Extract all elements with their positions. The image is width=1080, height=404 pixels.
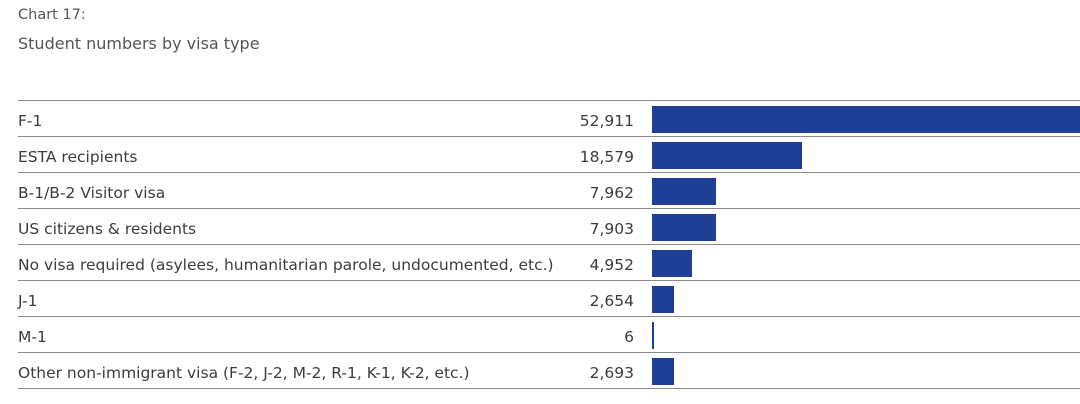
bar	[652, 250, 693, 277]
bar	[652, 322, 654, 349]
value-label: 52,911	[579, 112, 634, 130]
chart-row: M-1 6	[18, 317, 1080, 353]
category-label: J-1	[18, 292, 38, 310]
chart-row: Other non-immigrant visa (F-2, J-2, M-2,…	[18, 353, 1080, 389]
bar	[652, 178, 717, 205]
value-label: 4,952	[589, 256, 634, 274]
value-label: 2,693	[589, 364, 634, 382]
bar	[652, 142, 803, 169]
chart-row: F-1 52,911	[18, 101, 1080, 137]
bar	[652, 106, 1080, 133]
value-label: 7,903	[589, 220, 634, 238]
category-label: B-1/B-2 Visitor visa	[18, 184, 166, 202]
bar	[652, 286, 674, 313]
category-label: F-1	[18, 112, 43, 130]
bar	[652, 358, 674, 385]
chart-title: Student numbers by visa type	[18, 34, 260, 53]
chart-row: J-1 2,654	[18, 281, 1080, 317]
category-label: ESTA recipients	[18, 148, 138, 166]
chart-row: No visa required (asylees, humanitarian …	[18, 245, 1080, 281]
chart-row: ESTA recipients 18,579	[18, 137, 1080, 173]
category-label: Other non-immigrant visa (F-2, J-2, M-2,…	[18, 364, 470, 382]
bar	[652, 214, 716, 241]
value-label: 7,962	[589, 184, 634, 202]
chart-row: B-1/B-2 Visitor visa 7,962	[18, 173, 1080, 209]
chart-number: Chart 17:	[18, 7, 86, 23]
bar-chart-table: F-1 52,911 ESTA recipients 18,579 B-1/B-2 Vi…	[18, 100, 1080, 389]
value-label: 18,579	[579, 148, 634, 166]
category-label: No visa required (asylees, humanitarian …	[18, 256, 554, 274]
chart-header: Chart 17: Student numbers by visa type	[18, 4, 260, 56]
category-label: US citizens & residents	[18, 220, 197, 238]
chart-row: US citizens & residents 7,903	[18, 209, 1080, 245]
value-label: 6	[624, 328, 634, 346]
value-label: 2,654	[589, 292, 634, 310]
category-label: M-1	[18, 328, 47, 346]
